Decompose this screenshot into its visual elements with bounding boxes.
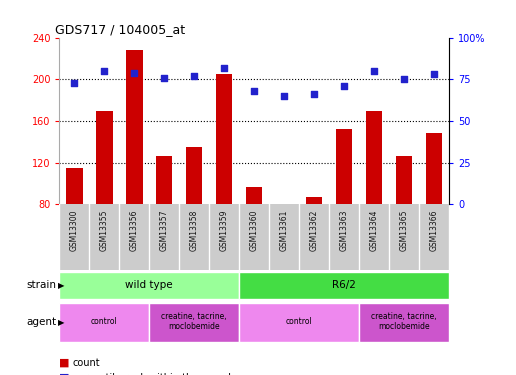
Text: GSM13364: GSM13364 [369, 210, 379, 251]
Text: GDS717 / 104005_at: GDS717 / 104005_at [55, 23, 186, 36]
Bar [239, 303, 359, 342]
Text: GSM13365: GSM13365 [399, 210, 409, 251]
Text: GSM13300: GSM13300 [70, 210, 79, 251]
Point [400, 76, 408, 82]
Bar [149, 303, 239, 342]
Text: GSM13357: GSM13357 [160, 210, 169, 251]
Point [340, 83, 348, 89]
Text: GSM13366: GSM13366 [429, 210, 439, 251]
Text: wild type: wild type [125, 280, 173, 290]
Bar [366, 111, 382, 204]
Point [70, 80, 78, 86]
Point [160, 75, 168, 81]
Text: creatine, tacrine,
moclobemide: creatine, tacrine, moclobemide [162, 312, 227, 331]
Text: control: control [91, 317, 118, 326]
Text: GSM13362: GSM13362 [310, 210, 318, 251]
Text: GSM13360: GSM13360 [250, 210, 259, 251]
Bar [216, 74, 232, 204]
Bar [156, 156, 172, 204]
Bar [126, 50, 142, 204]
Bar [239, 272, 449, 299]
Text: count: count [72, 358, 100, 368]
Point [130, 69, 138, 75]
Text: agent: agent [27, 317, 57, 327]
Text: ▶: ▶ [58, 318, 64, 327]
Text: creatine, tacrine,
moclobemide: creatine, tacrine, moclobemide [371, 312, 437, 331]
Point [430, 71, 438, 77]
Point [100, 68, 108, 74]
Bar [59, 303, 149, 342]
Bar [306, 197, 322, 204]
Bar [336, 129, 352, 204]
Bar [186, 147, 202, 204]
Bar [59, 272, 239, 299]
Text: GSM13359: GSM13359 [220, 210, 229, 251]
Text: R6/2: R6/2 [332, 280, 356, 290]
Text: GSM13356: GSM13356 [130, 210, 139, 251]
Text: control: control [286, 317, 313, 326]
Point [190, 73, 198, 79]
Point [370, 68, 378, 74]
Text: ▶: ▶ [58, 281, 64, 290]
Bar [426, 134, 442, 204]
Text: percentile rank within the sample: percentile rank within the sample [72, 373, 237, 375]
Point [250, 88, 259, 94]
Bar [96, 111, 112, 204]
Point [280, 93, 288, 99]
Bar [246, 187, 262, 204]
Bar [359, 303, 449, 342]
Text: GSM13363: GSM13363 [340, 210, 348, 251]
Text: ■: ■ [59, 358, 70, 368]
Point [220, 64, 228, 70]
Bar [396, 156, 412, 204]
Text: ■: ■ [59, 373, 70, 375]
Point [310, 91, 318, 97]
Bar [66, 168, 83, 204]
Text: GSM13361: GSM13361 [280, 210, 288, 251]
Text: GSM13355: GSM13355 [100, 210, 109, 251]
Text: strain: strain [27, 280, 57, 290]
Text: GSM13358: GSM13358 [190, 210, 199, 251]
